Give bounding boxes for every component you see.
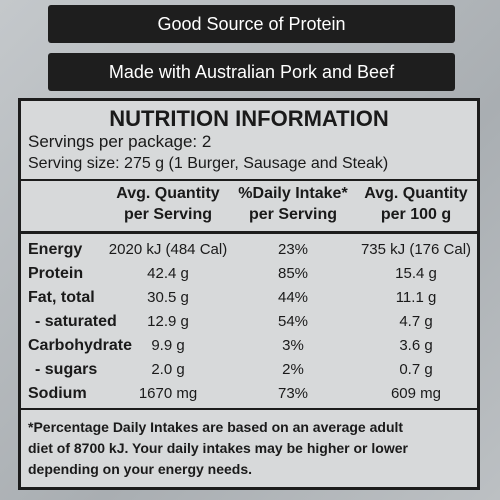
nutrient-value: 2%: [282, 361, 304, 378]
nutrient-value: 42.4 g: [147, 265, 189, 282]
rule: [21, 408, 477, 410]
nutrition-panel: NUTRITION INFORMATION Servings per packa…: [18, 98, 480, 490]
nutrient-value: 3%: [282, 337, 304, 354]
nutrient-value: 44%: [277, 289, 309, 306]
nutrient-value: 4.7 g: [399, 313, 433, 330]
footnote: *Percentage Daily Intakes are based on a…: [28, 419, 404, 435]
nutrient-value: 12.9 g: [147, 313, 189, 330]
nutrient-value: 11.1 g: [395, 289, 437, 306]
panel-title: NUTRITION INFORMATION: [109, 106, 389, 131]
nutrient-name: Fat, total: [28, 289, 95, 306]
nutrient-value: 2.0 g: [151, 361, 185, 378]
nutrient-name: Protein: [28, 265, 84, 282]
column-header: per Serving: [248, 206, 338, 223]
nutrient-value: 1670 mg: [138, 385, 198, 402]
serving-size: Serving size: 275 g (1 Burger, Sausage a…: [28, 155, 389, 172]
column-header: Avg. Quantity: [116, 185, 220, 202]
nutrient-value: 54%: [277, 313, 309, 330]
servings: Servings per package: 2: [28, 132, 212, 151]
nutrient-value: 30.5 g: [147, 289, 189, 306]
nutrient-value: 15.4 g: [395, 265, 437, 282]
nutrient-value: 85%: [277, 265, 309, 282]
nutrient-value: 3.6 g: [399, 337, 433, 354]
nutrient-name: - saturated: [35, 313, 117, 330]
nutrient-value: 735 kJ (176 Cal): [360, 241, 472, 258]
column-header: per Serving: [123, 206, 213, 223]
rule: [21, 231, 477, 234]
column-header: Avg. Quantity: [364, 185, 468, 202]
nutrient-name: Energy: [28, 241, 83, 258]
nutrient-value: 73%: [277, 385, 309, 402]
nutrient-value: 2020 kJ (484 Cal): [108, 241, 228, 258]
column-header: %Daily Intake*: [238, 185, 348, 202]
nutrient-value: 609 mg: [390, 385, 442, 402]
nutrient-name: Carbohydrate: [28, 337, 133, 354]
banner: Good Source of Protein: [48, 5, 455, 43]
nutrient-value: 23%: [277, 241, 309, 258]
nutrient-name: - sugars: [35, 361, 98, 378]
footnote: diet of 8700 kJ. Your daily intakes may …: [28, 440, 408, 456]
banner: Made with Australian Pork and Beef: [48, 53, 455, 91]
footnote: depending on your energy needs.: [28, 461, 253, 477]
nutrient-name: Sodium: [28, 385, 87, 402]
nutrient-value: 0.7 g: [399, 361, 433, 378]
nutrient-value: 9.9 g: [151, 337, 185, 354]
column-header: per 100 g: [380, 206, 452, 223]
rule: [21, 179, 477, 181]
